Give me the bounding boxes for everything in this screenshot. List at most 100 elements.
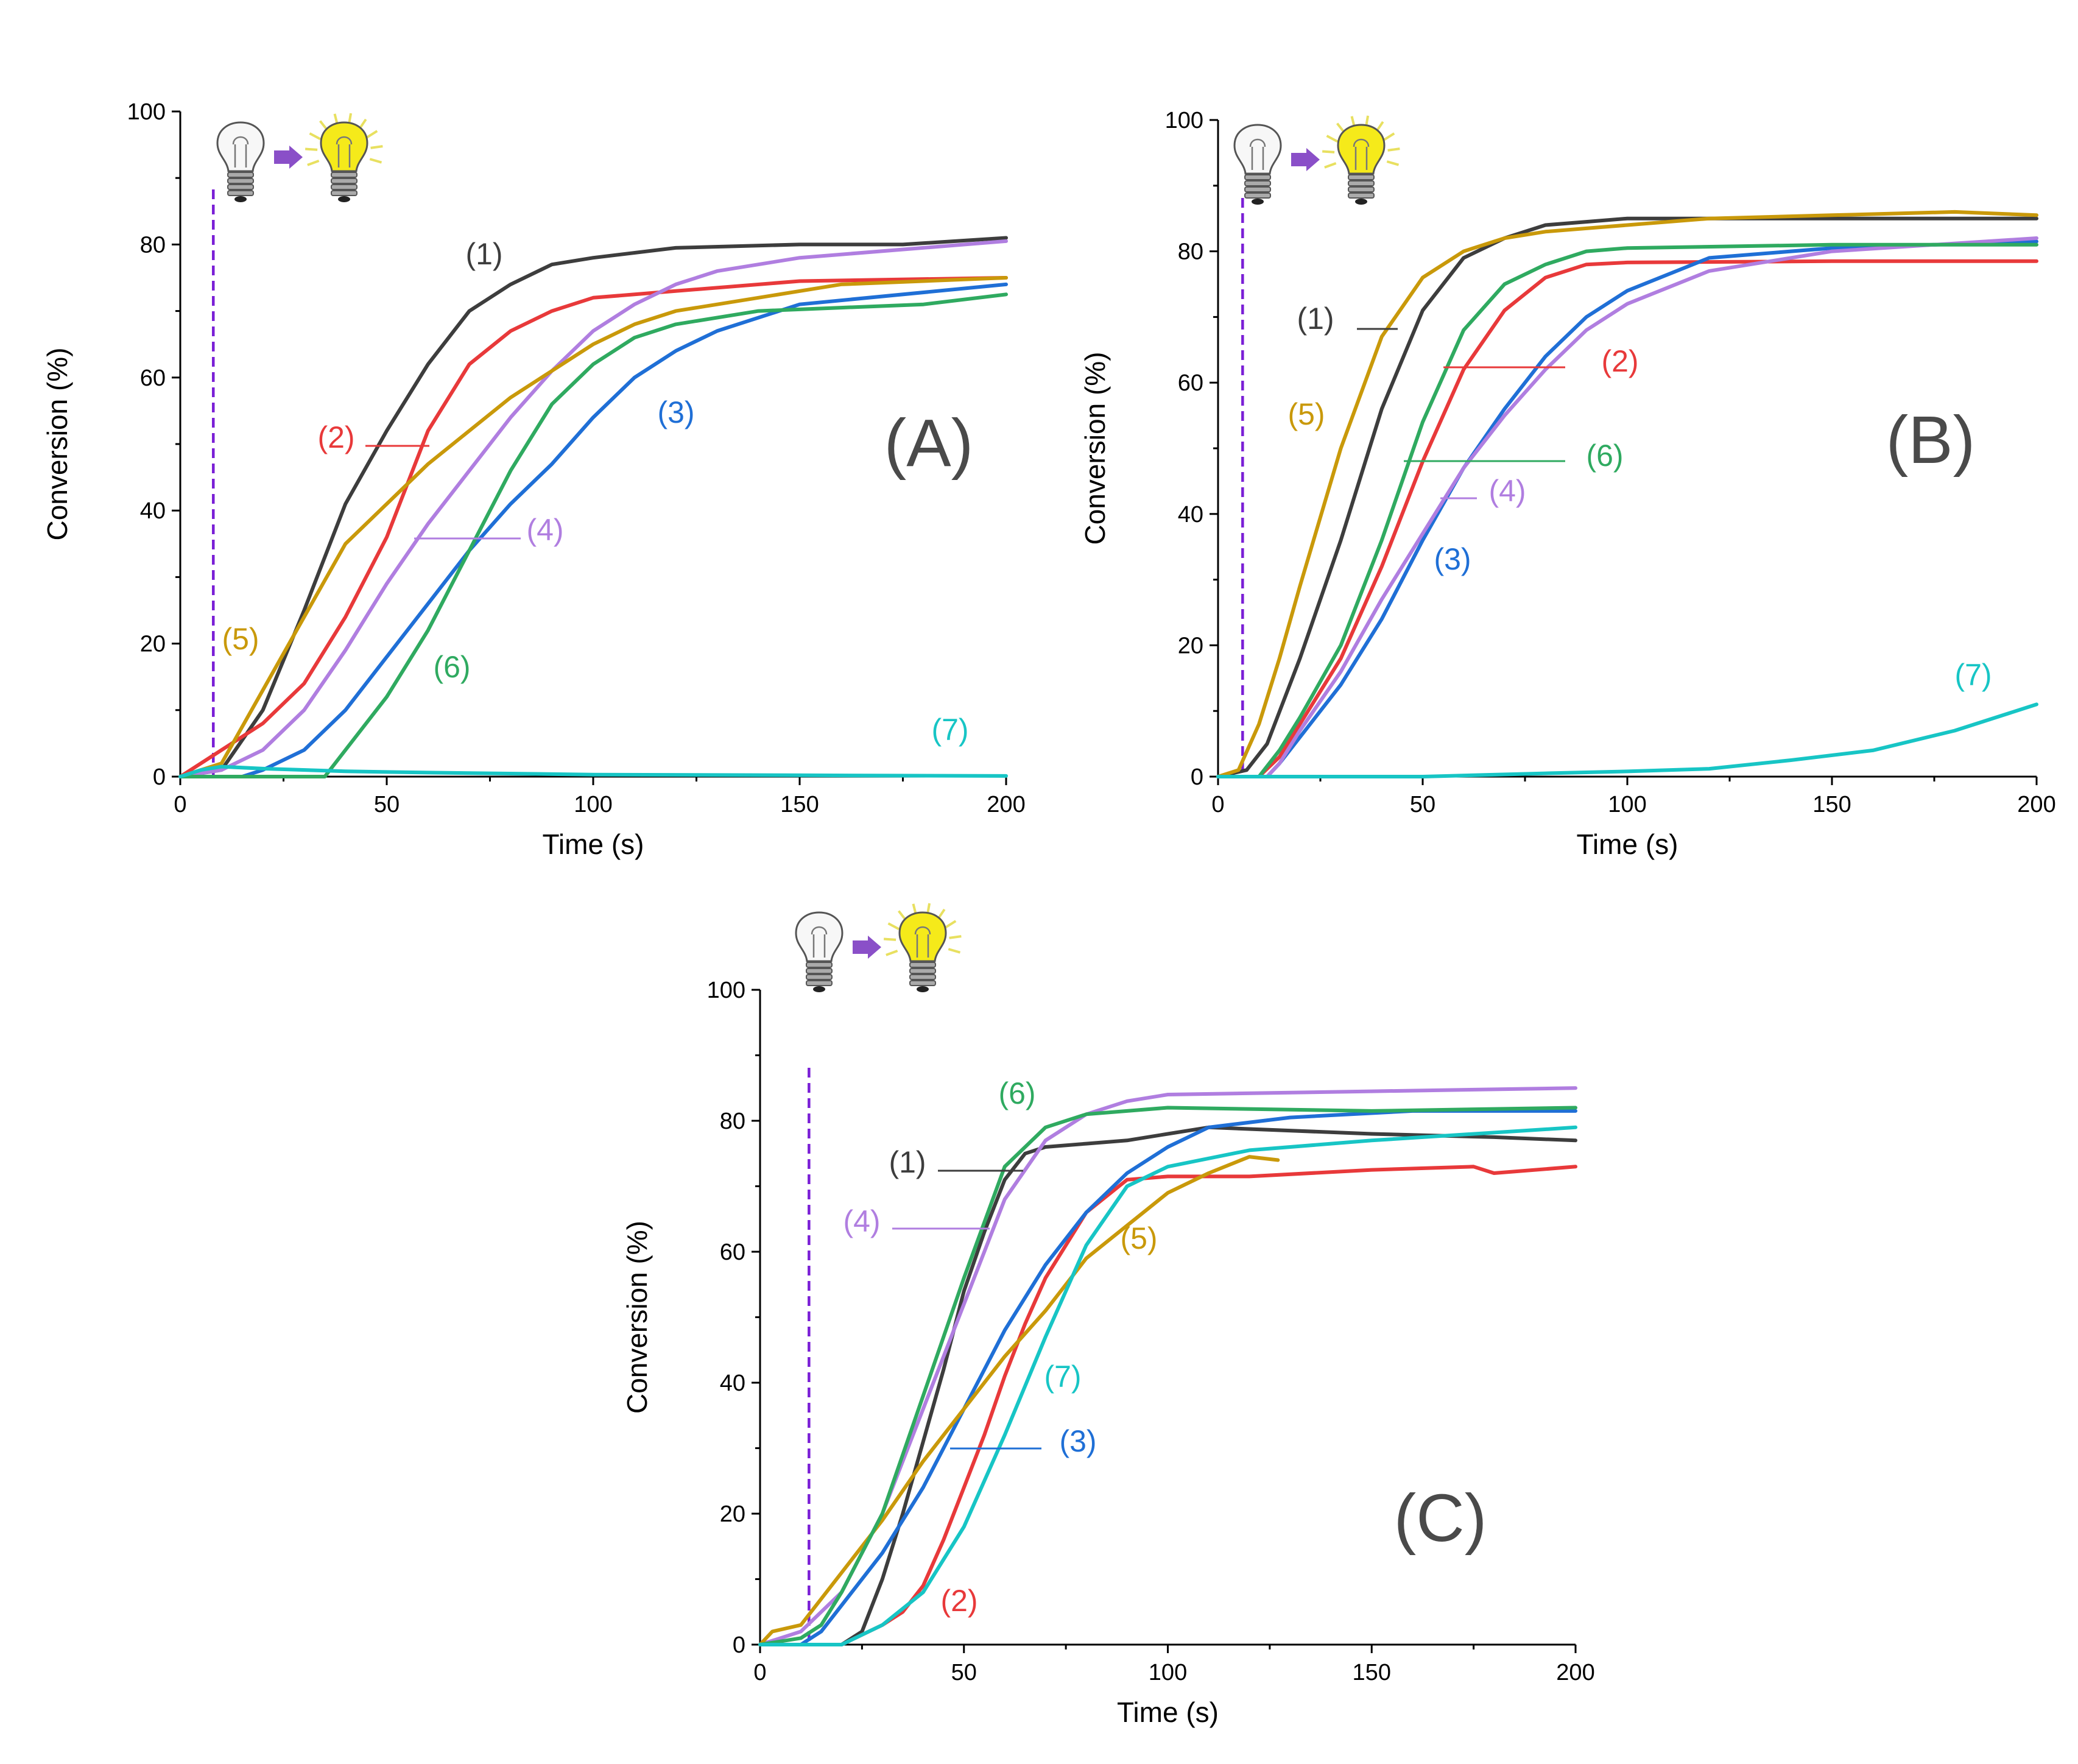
light-switch-icon	[795, 903, 962, 992]
y-tick-label: 60	[720, 1240, 745, 1265]
bulb-base-icon	[331, 190, 357, 196]
bulb-base-icon	[806, 968, 833, 974]
bulb-base-icon	[806, 980, 833, 986]
chart-panel: 0 50 100 150 200 0 20 40 60 80 100 Time (s) Conversi…	[1079, 108, 2056, 860]
bulb-off-icon	[1233, 124, 1282, 205]
bulb-tip-icon	[234, 196, 247, 202]
series-line-6	[758, 1106, 1577, 1646]
bulb-off-icon	[216, 121, 265, 202]
bulb-glass-icon	[795, 911, 844, 962]
light-ray-icon	[886, 950, 898, 956]
bulb-base-icon	[1348, 192, 1375, 199]
bulb-tip-icon	[813, 986, 825, 992]
series-line-4	[1216, 236, 2038, 778]
series-label: (1)	[465, 237, 502, 271]
light-ray-icon	[1386, 160, 1400, 166]
bulb-base-icon	[1348, 186, 1375, 192]
bulb-glass-icon	[216, 121, 265, 172]
series-label: (5)	[1120, 1221, 1157, 1255]
series-label: (3)	[657, 395, 694, 429]
y-tick-label: 60	[140, 365, 166, 391]
bulb-base-icon	[1244, 180, 1271, 186]
bulb-tip-icon	[1252, 199, 1264, 205]
series-label: (5)	[222, 622, 259, 656]
series-line-2	[178, 276, 1008, 778]
x-tick-label: 100	[574, 792, 612, 817]
arrow-head-icon	[289, 146, 303, 169]
y-axis-title: Conversion (%)	[621, 1221, 653, 1414]
bulb-base-icon	[331, 172, 357, 178]
bulb-base-icon	[331, 178, 357, 184]
arrow-head-icon	[1306, 148, 1320, 171]
y-axis-title: Conversion (%)	[41, 348, 73, 541]
bulb-base-icon	[806, 962, 833, 968]
x-tick-label: 50	[374, 792, 400, 817]
y-tick-label: 80	[1178, 239, 1203, 265]
bulb-tip-icon	[1355, 199, 1367, 205]
series-line-5	[758, 1155, 1280, 1646]
x-tick-label: 0	[1211, 792, 1224, 817]
arrow-head-icon	[868, 936, 881, 959]
series-label: (6)	[998, 1076, 1035, 1110]
y-tick-label: 100	[707, 978, 745, 1003]
bulb-on-icon	[1322, 115, 1400, 205]
series-line-5	[1216, 210, 2038, 778]
series-line-7	[758, 1125, 1577, 1646]
series-label: (3)	[1434, 542, 1471, 576]
light-ray-icon	[369, 158, 382, 164]
light-ray-icon	[1387, 147, 1400, 152]
light-ray-icon	[1383, 132, 1395, 141]
series-line-3	[758, 1109, 1577, 1646]
y-tick-label: 20	[140, 632, 166, 657]
bulb-tip-icon	[338, 196, 350, 202]
bulb-filament-icon	[1353, 138, 1370, 170]
y-tick-label: 40	[1178, 502, 1203, 527]
bulb-filament-icon	[1249, 138, 1266, 170]
series-line-3	[178, 282, 1008, 778]
series-label: (7)	[1954, 658, 1992, 692]
y-tick-label: 60	[1178, 370, 1203, 396]
panel-label: (A)	[884, 406, 974, 481]
x-axis-title: Time (s)	[1577, 828, 1678, 860]
light-ray-icon	[366, 130, 378, 139]
light-ray-icon	[949, 935, 962, 939]
series-label: (6)	[433, 650, 470, 684]
panel-label: (B)	[1886, 403, 1976, 478]
bulb-glass-icon	[320, 121, 368, 172]
x-tick-label: 200	[987, 792, 1025, 817]
bulb-glass-icon	[898, 911, 947, 962]
y-tick-label: 0	[733, 1632, 745, 1658]
bulb-base-icon	[909, 968, 936, 974]
bulb-on-icon	[305, 113, 383, 202]
light-ray-icon	[370, 145, 383, 149]
arrow-shaft-icon	[1291, 153, 1307, 166]
series-line-2	[1216, 259, 2038, 778]
x-tick-label: 200	[1556, 1660, 1594, 1685]
series-label: (6)	[1586, 439, 1623, 473]
x-tick-label: 0	[753, 1660, 766, 1685]
x-tick-label: 100	[1149, 1660, 1187, 1685]
series-label: (2)	[317, 420, 354, 454]
bulb-on-icon	[884, 903, 962, 992]
y-tick-label: 20	[1178, 633, 1203, 658]
x-tick-label: 200	[2017, 792, 2055, 817]
series-line-4	[178, 239, 1008, 778]
bulb-base-icon	[909, 962, 936, 968]
bulb-base-icon	[909, 980, 936, 986]
x-axis-title: Time (s)	[1117, 1696, 1219, 1728]
series-line-7	[1216, 702, 2038, 778]
y-tick-label: 40	[720, 1371, 745, 1396]
light-ray-icon	[948, 948, 961, 954]
y-tick-label: 80	[140, 232, 166, 258]
light-switch-icon	[216, 113, 383, 202]
bulb-base-icon	[227, 184, 254, 190]
bulb-base-icon	[1244, 192, 1271, 199]
panel-label: (C)	[1394, 1481, 1487, 1556]
chart-panel: 0 50 100 150 200 0 20 40 60 80 100 Time (s) Conversi…	[621, 903, 1595, 1728]
x-tick-label: 150	[780, 792, 819, 817]
series-label: (4)	[843, 1204, 880, 1238]
y-tick-label: 80	[720, 1109, 745, 1134]
series-line-6	[178, 292, 1008, 778]
bulb-glass-icon	[1233, 124, 1282, 175]
bulb-tip-icon	[917, 986, 929, 992]
